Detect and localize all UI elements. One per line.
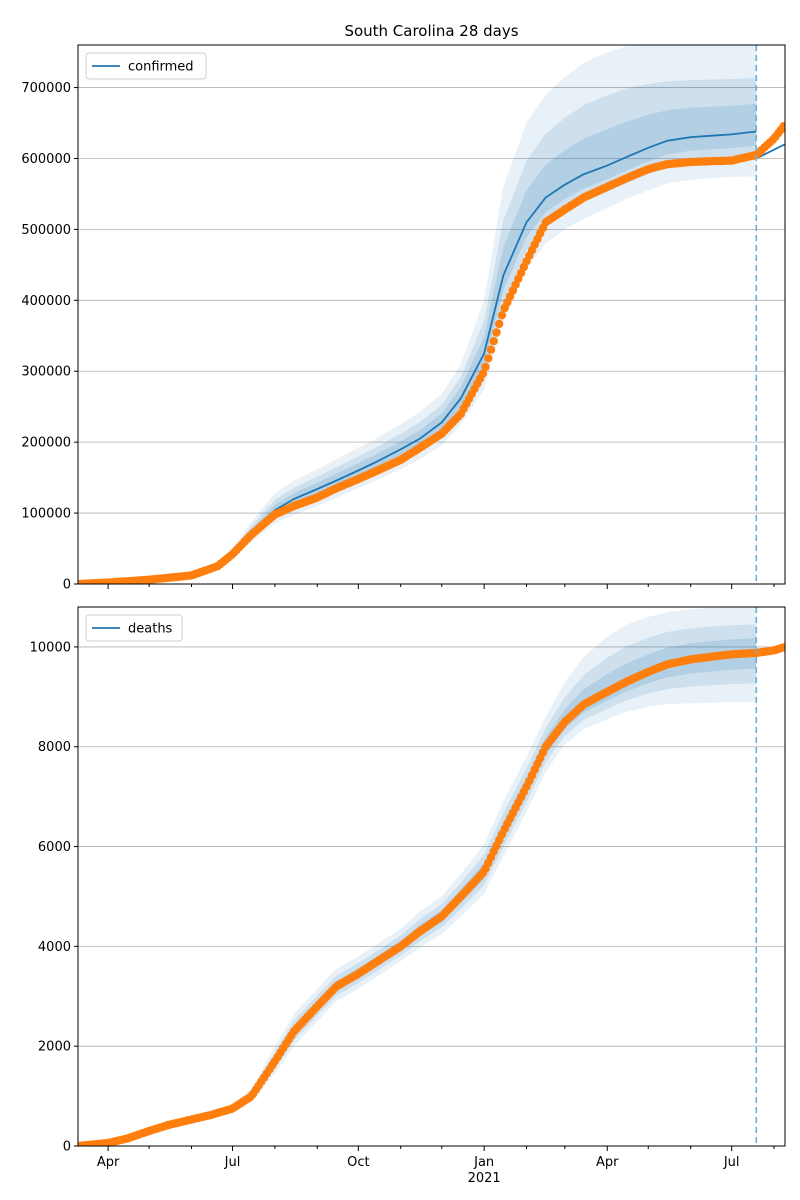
legend-box <box>85 614 183 642</box>
legend-label: confirmed <box>128 60 194 75</box>
y-tick-label: 10000 <box>30 640 71 655</box>
observed-point <box>478 369 487 378</box>
x-tick-label: Jul <box>224 1155 241 1170</box>
uncertainty-band-0 <box>78 45 757 584</box>
model-line <box>78 130 757 584</box>
model-line <box>78 652 757 1146</box>
y-tick-label: 700000 <box>21 81 71 96</box>
uncertainty-band-1 <box>78 77 757 584</box>
x-tick-label: Apr <box>97 1155 120 1170</box>
x-tick-label: Jul <box>723 1155 740 1170</box>
legend: deaths <box>85 614 183 642</box>
x-tick-label: Apr <box>596 1155 619 1170</box>
y-tick-label: 2000 <box>38 1040 71 1055</box>
y-tick-label: 400000 <box>21 294 71 309</box>
legend-box <box>85 52 207 80</box>
observed-point <box>779 122 785 131</box>
plot-area <box>78 607 785 1146</box>
axes-frame <box>77 606 786 1147</box>
y-tick-label: 8000 <box>38 740 71 755</box>
forecast-line <box>755 143 785 160</box>
panel-1: 0 2000 4000 6000 8000 10000 deaths Apr Jul Oct Jan… <box>30 606 786 1186</box>
observed-points <box>78 643 785 1146</box>
observed-point <box>481 362 490 372</box>
y-tick-label: 0 <box>63 578 71 593</box>
plot-area <box>78 45 785 584</box>
y-tick-label: 500000 <box>21 223 71 238</box>
panel-0: 0 100000 200000 300000 400000 500000 600000 700… <box>21 22 786 593</box>
observed-point <box>486 345 496 354</box>
observed-point <box>497 311 507 320</box>
y-tick-label: 0 <box>63 1140 71 1155</box>
legend-label: deaths <box>128 622 173 637</box>
uncertainty-band-2 <box>78 638 757 1146</box>
y-tick-label: 200000 <box>21 436 71 451</box>
observed-point <box>484 354 493 363</box>
y-tick-label: 300000 <box>21 365 71 380</box>
chart-title: South Carolina 28 days <box>344 22 518 40</box>
y-tick-label: 6000 <box>38 840 71 855</box>
axes-frame <box>77 44 786 585</box>
y-tick-label: 600000 <box>21 152 71 167</box>
x-tick-label: Oct <box>347 1155 369 1170</box>
x-year-label: 2021 <box>468 1171 501 1186</box>
x-tick-label: Jan <box>473 1155 494 1170</box>
uncertainty-band-1 <box>78 624 757 1146</box>
legend: confirmed <box>85 52 207 80</box>
observed-point <box>495 319 504 329</box>
y-tick-label: 100000 <box>21 507 71 522</box>
observed-point <box>779 643 785 652</box>
observed-point <box>492 328 501 337</box>
y-tick-label: 4000 <box>38 940 71 955</box>
observed-point <box>489 336 498 346</box>
observed-points <box>78 122 785 584</box>
